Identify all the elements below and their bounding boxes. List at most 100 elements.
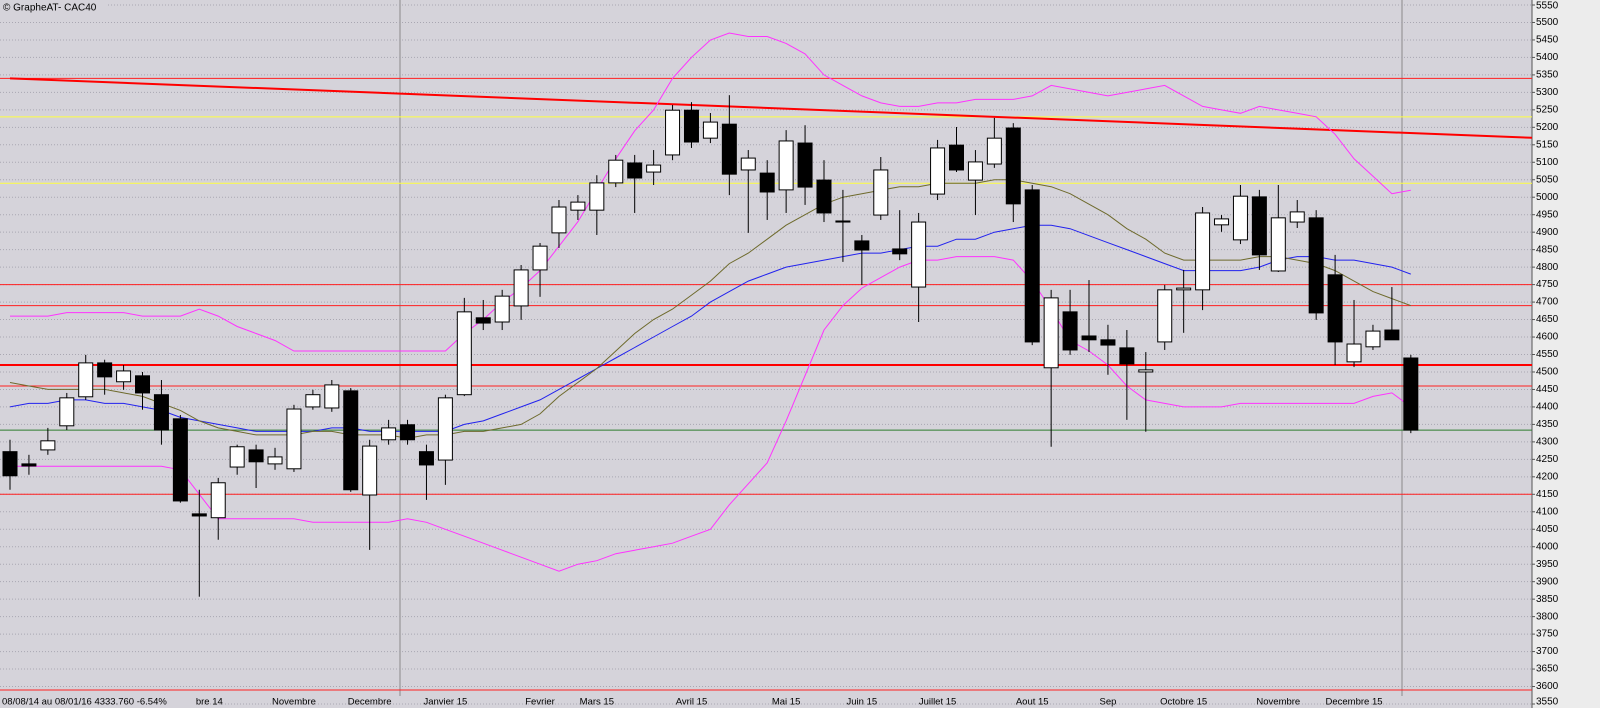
- candle-body: [1308, 217, 1324, 314]
- y-tick-label: 5350: [1536, 70, 1559, 81]
- candle-body: [456, 311, 472, 396]
- candle-body: [1384, 329, 1400, 341]
- candle-body: [570, 201, 586, 211]
- axis-background: [1532, 0, 1600, 708]
- candle-body: [343, 390, 359, 491]
- candle-body: [1062, 311, 1078, 351]
- candle-body: [1176, 287, 1192, 291]
- candle-body: [835, 220, 851, 223]
- candle-body: [1100, 339, 1116, 346]
- candle-body: [78, 362, 94, 398]
- y-tick-label: 5150: [1536, 139, 1559, 150]
- candle-body: [1138, 369, 1154, 373]
- candle-body: [1024, 189, 1040, 343]
- candle-body: [1346, 343, 1362, 363]
- candle-body: [2, 451, 18, 477]
- candle-body: [229, 446, 245, 468]
- y-tick-label: 5300: [1536, 87, 1559, 98]
- y-tick-label: 3900: [1536, 576, 1559, 587]
- candle-body: [437, 397, 453, 461]
- y-tick-label: 4050: [1536, 524, 1559, 535]
- x-tick-label: Decembre: [348, 697, 392, 708]
- y-tick-label: 4850: [1536, 244, 1559, 255]
- indicator-line: [10, 32, 1411, 352]
- info: 08/08/14 au 08/01/16 4333.760 -6.54%: [2, 697, 167, 708]
- candle-body: [551, 206, 567, 234]
- y-tick-label: 3800: [1536, 611, 1559, 622]
- candle-body: [665, 109, 681, 156]
- y-tick-label: 4700: [1536, 297, 1559, 308]
- y-tick-label: 4400: [1536, 402, 1559, 413]
- x-tick-label: Novembre: [272, 697, 316, 708]
- title-background: [0, 0, 108, 14]
- overlay-text: © GrapheAT- CAC40 08/08/14 au 08/01/16 4…: [0, 0, 196, 708]
- candle-body: [1365, 330, 1381, 348]
- candle-body: [949, 144, 964, 171]
- candle-body: [248, 449, 264, 463]
- y-tick-label: 3950: [1536, 559, 1559, 570]
- y-tick-label: 5400: [1536, 52, 1559, 63]
- y-tick-label: 4350: [1536, 419, 1559, 430]
- y-tick-label: 4800: [1536, 262, 1559, 273]
- candle-body: [116, 370, 132, 383]
- x-tick-label: Juillet 15: [919, 697, 957, 708]
- candle-body: [683, 109, 699, 143]
- candle-body: [324, 384, 340, 409]
- candle-body: [97, 362, 113, 378]
- candle-body: [40, 440, 56, 451]
- candle-body: [1005, 127, 1021, 205]
- y-tick-label: 4150: [1536, 489, 1559, 500]
- y-tick-label: 4950: [1536, 209, 1559, 220]
- candle-body: [191, 513, 207, 517]
- y-tick-label: 5050: [1536, 174, 1559, 185]
- y-tick-label: 4200: [1536, 471, 1559, 482]
- trend-line: [9, 77, 1533, 139]
- indicator-line: [10, 256, 1412, 572]
- candle-body: [210, 482, 226, 519]
- x-tick-label: Janvier 15: [423, 697, 467, 708]
- y-tick-label: 3550: [1536, 697, 1559, 708]
- y-tick-label: 4750: [1536, 279, 1559, 290]
- candle-body: [986, 137, 1002, 165]
- plot: Octobre 14 Novembre Decembre Janvier 15 Fevr…: [0, 4, 1535, 708]
- x-tick-label: Sep: [1099, 697, 1116, 708]
- candle-body: [418, 451, 434, 466]
- y-tick-label: 5250: [1536, 104, 1559, 115]
- candle-body: [589, 182, 605, 211]
- candle-body: [1043, 297, 1059, 369]
- x-tick-label: Octobre 15: [1160, 697, 1207, 708]
- x-tick-label: Mai 15: [772, 697, 801, 708]
- candle-body: [967, 161, 983, 181]
- y-tick-label: 4100: [1536, 506, 1559, 517]
- x-tick-label: Juin 15: [847, 697, 878, 708]
- candle-body: [305, 394, 321, 408]
- candle-body: [816, 179, 832, 214]
- candle-body: [759, 172, 775, 193]
- y-tick-label: 5100: [1536, 157, 1559, 168]
- indicator-line: [9, 179, 1411, 439]
- candle-body: [1157, 289, 1173, 343]
- candle-body: [1232, 195, 1248, 241]
- candle-body: [702, 121, 718, 139]
- y-tick-label: 4900: [1536, 227, 1559, 238]
- y-tick-label: 4450: [1536, 384, 1559, 395]
- info-background: [0, 696, 196, 708]
- candle-body: [627, 162, 643, 179]
- candle-body: [873, 169, 889, 216]
- candle-body: [153, 394, 169, 431]
- x-tick-label: Decembre 15: [1326, 697, 1383, 708]
- y-tick-label: 3650: [1536, 664, 1559, 675]
- y-tick-label: 4500: [1536, 367, 1559, 378]
- y-tick-label: 4550: [1536, 349, 1559, 360]
- indicator-line: [9, 224, 1411, 432]
- candle-body: [1214, 218, 1230, 226]
- x-tick-label: Fevrier: [525, 697, 555, 708]
- candle-body: [854, 240, 870, 251]
- y-tick-label: 4650: [1536, 314, 1559, 325]
- y-tick-label: 3850: [1536, 594, 1559, 605]
- candle-body: [135, 375, 151, 394]
- candle-body: [172, 418, 188, 502]
- candle-body: [1403, 357, 1419, 431]
- y-tick-label: 4300: [1536, 437, 1559, 448]
- x-tick-label: Novembre: [1256, 697, 1300, 708]
